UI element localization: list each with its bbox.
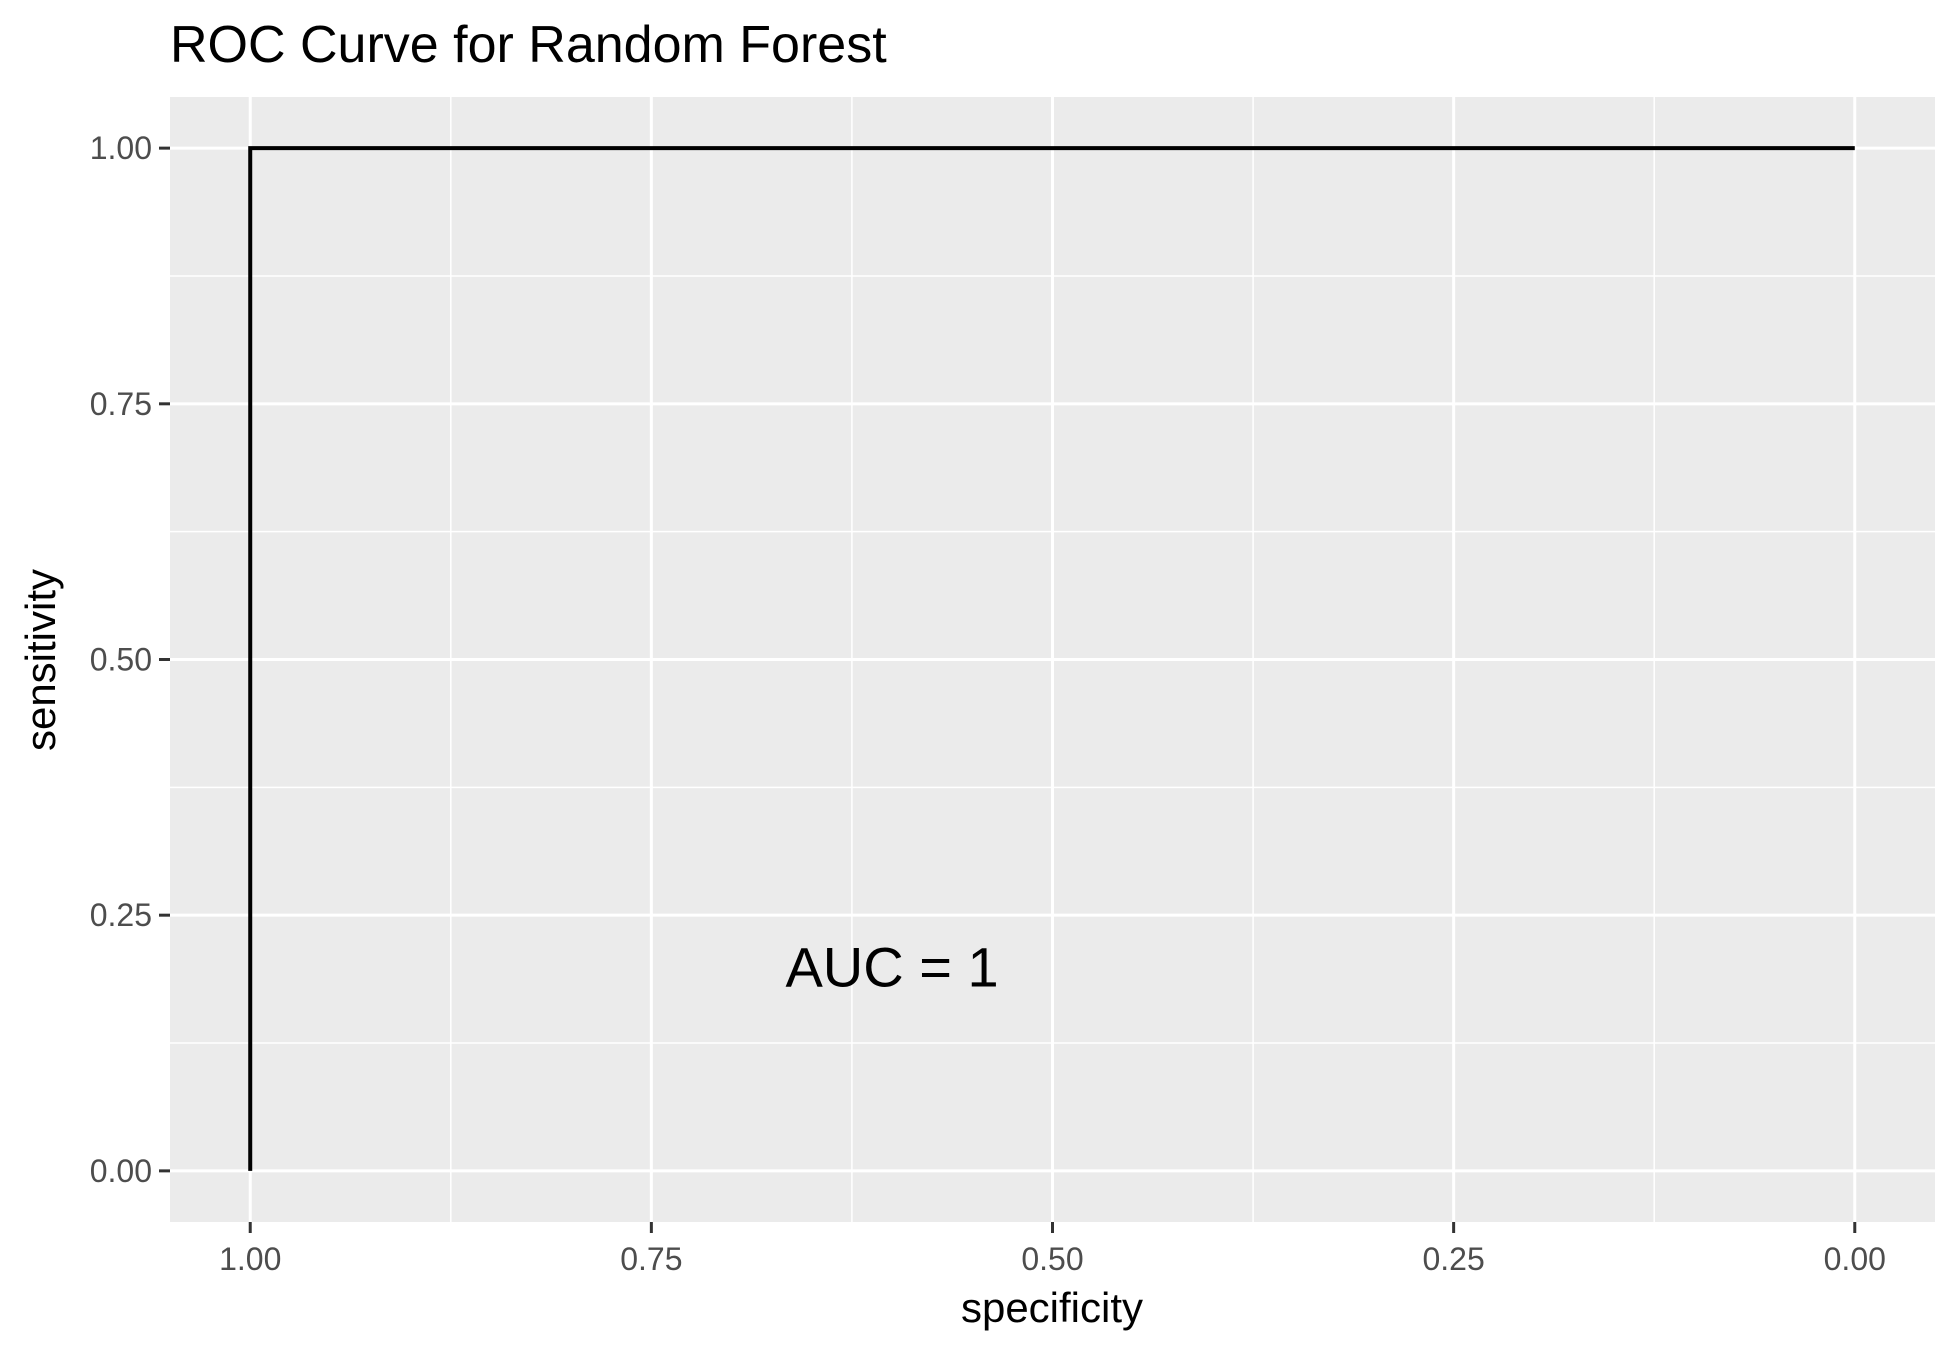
y-axis-title: sensitivity (17, 569, 64, 751)
y-tick-label: 1.00 (90, 130, 152, 166)
x-tick-label: 0.25 (1422, 1241, 1484, 1277)
y-tick-label: 0.00 (90, 1153, 152, 1189)
x-tick-label: 0.00 (1824, 1241, 1886, 1277)
x-tick-label: 0.75 (620, 1241, 682, 1277)
chart-title: ROC Curve for Random Forest (170, 16, 887, 74)
roc-curve-line (248, 146, 1855, 1171)
y-tick-label: 0.25 (90, 897, 152, 933)
x-axis-title: specificity (961, 1284, 1143, 1331)
annotation-layer: AUC = 1 (785, 935, 998, 998)
auc-annotation: AUC = 1 (785, 935, 998, 998)
x-tick-label: 0.50 (1021, 1241, 1083, 1277)
y-tick-label: 0.50 (90, 642, 152, 678)
series-layer (248, 146, 1855, 1171)
x-tick-label: 1.00 (219, 1241, 281, 1277)
y-axis: 0.00 0.25 0.50 0.75 1.00 (90, 130, 170, 1189)
y-tick-label: 0.75 (90, 386, 152, 422)
x-axis: 1.00 0.75 0.50 0.25 0.00 (219, 1222, 1886, 1277)
